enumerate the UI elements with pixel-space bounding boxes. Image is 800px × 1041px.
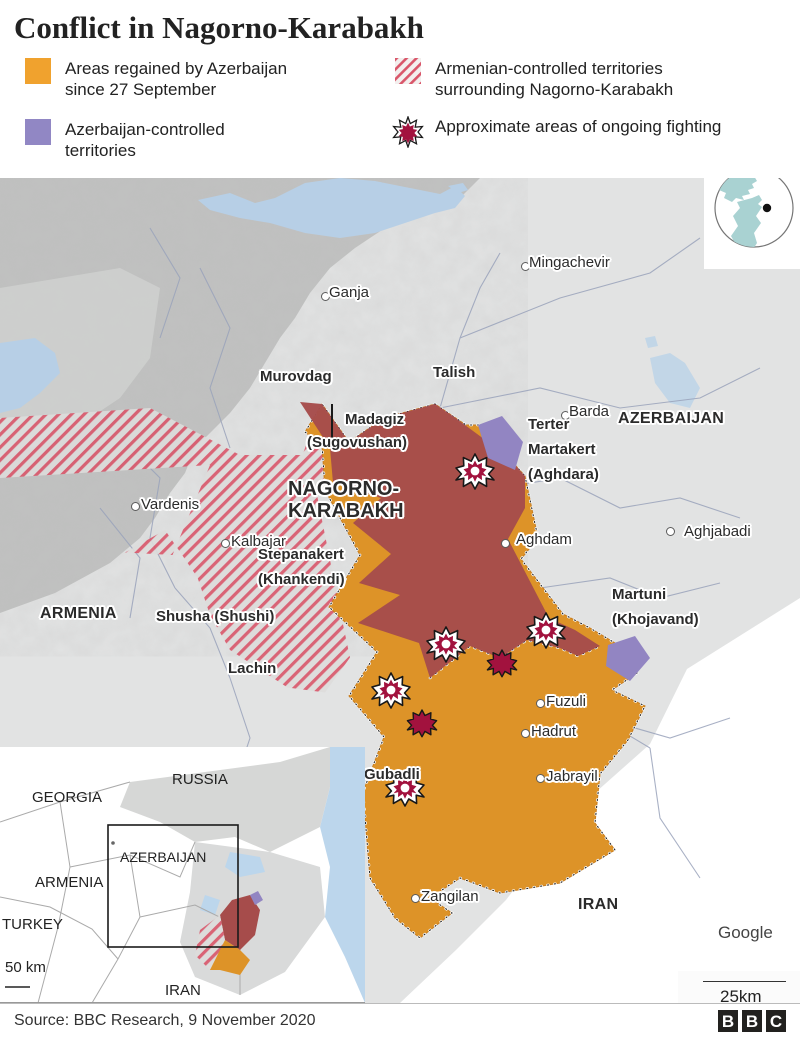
svg-text:IRAN: IRAN: [165, 982, 201, 999]
svg-text:TURKEY: TURKEY: [2, 916, 63, 933]
svg-text:50 km: 50 km: [5, 959, 46, 976]
svg-text:RUSSIA: RUSSIA: [172, 771, 228, 788]
svg-text:GEORGIA: GEORGIA: [32, 789, 102, 806]
svg-text:ARMENIA: ARMENIA: [35, 874, 103, 891]
svg-text:C: C: [770, 1012, 782, 1031]
svg-text:B: B: [722, 1012, 734, 1031]
svg-text:AZERBAIJAN: AZERBAIJAN: [120, 849, 206, 865]
svg-text:B: B: [746, 1012, 758, 1031]
